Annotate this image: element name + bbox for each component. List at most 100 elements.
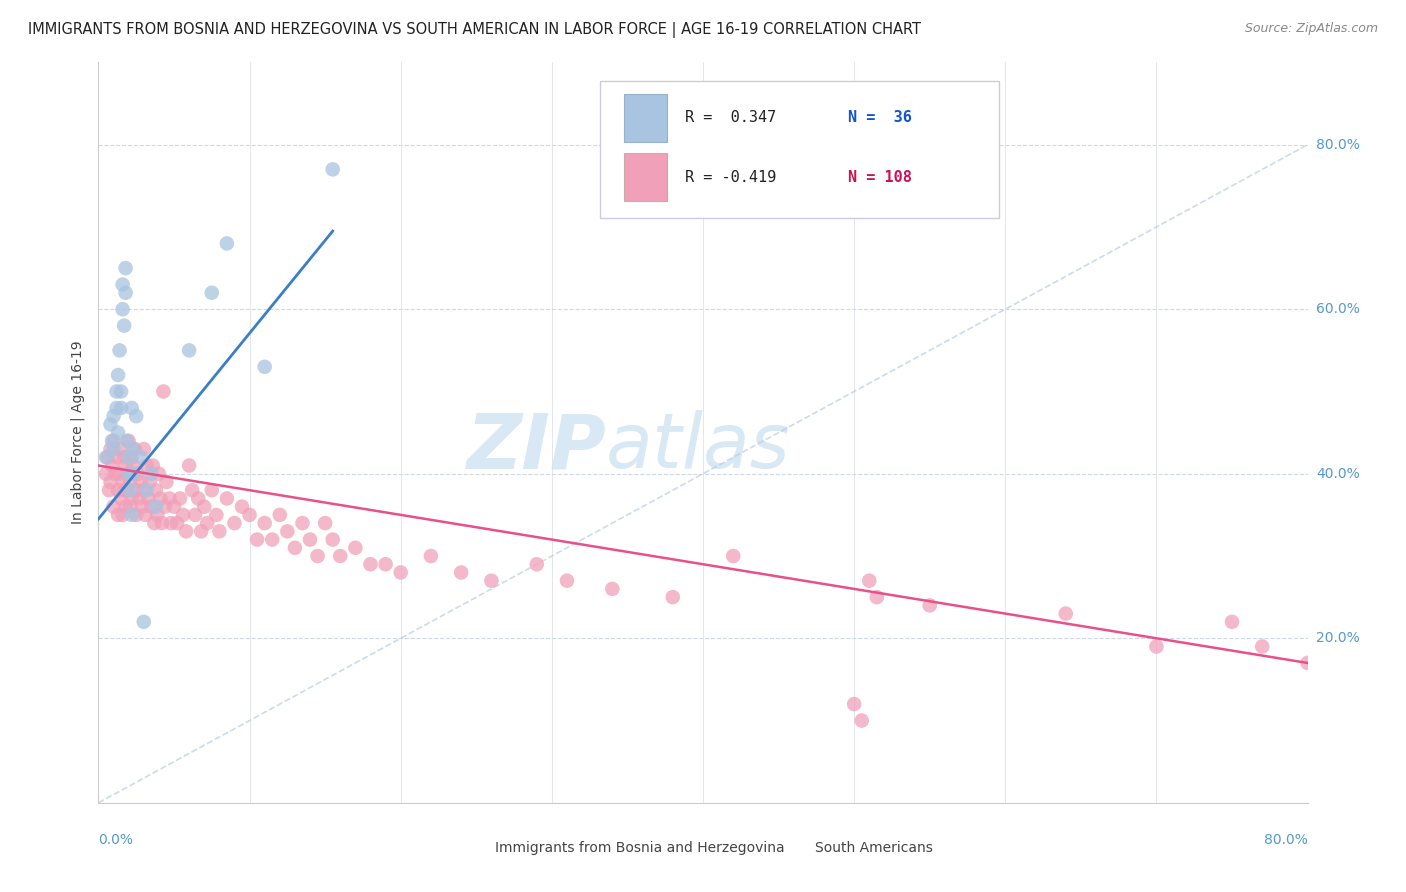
Point bbox=[145, 483, 167, 498]
Point bbox=[246, 533, 269, 547]
Point bbox=[174, 524, 197, 539]
Point bbox=[118, 450, 141, 465]
Point bbox=[1296, 656, 1319, 670]
Text: atlas: atlas bbox=[606, 410, 790, 484]
Point bbox=[107, 508, 129, 522]
Point bbox=[108, 343, 131, 358]
Point bbox=[851, 714, 873, 728]
Point bbox=[163, 500, 186, 514]
Point bbox=[103, 442, 125, 456]
Point bbox=[100, 442, 122, 456]
Point bbox=[96, 450, 118, 465]
Point bbox=[129, 450, 152, 465]
Point bbox=[105, 450, 128, 465]
Point bbox=[160, 516, 183, 530]
Point bbox=[120, 483, 142, 498]
Point bbox=[101, 458, 124, 473]
Point bbox=[149, 491, 172, 506]
Point bbox=[111, 508, 134, 522]
Text: South Americans: South Americans bbox=[815, 841, 934, 855]
Text: R =  0.347: R = 0.347 bbox=[685, 111, 776, 126]
Text: 80.0%: 80.0% bbox=[1316, 137, 1360, 152]
Point bbox=[184, 508, 207, 522]
Point bbox=[118, 434, 141, 448]
Text: 0.0%: 0.0% bbox=[98, 833, 134, 847]
Text: Immigrants from Bosnia and Herzegovina: Immigrants from Bosnia and Herzegovina bbox=[495, 841, 785, 855]
Point bbox=[307, 549, 329, 563]
Text: ZIP: ZIP bbox=[467, 410, 606, 484]
Point bbox=[94, 450, 117, 465]
Point bbox=[159, 491, 181, 506]
FancyBboxPatch shape bbox=[600, 81, 1000, 218]
Point bbox=[866, 590, 889, 604]
Point bbox=[112, 450, 135, 465]
Point bbox=[103, 409, 125, 424]
Point bbox=[115, 434, 138, 448]
Point bbox=[148, 467, 170, 481]
Point bbox=[322, 533, 344, 547]
Point bbox=[103, 434, 125, 448]
Point bbox=[1220, 615, 1243, 629]
Point bbox=[120, 500, 142, 514]
Text: R = -0.419: R = -0.419 bbox=[685, 169, 776, 185]
Point bbox=[125, 409, 148, 424]
Point bbox=[114, 500, 136, 514]
Point bbox=[114, 458, 136, 473]
Point bbox=[526, 558, 548, 572]
Point bbox=[143, 516, 166, 530]
Point bbox=[111, 302, 134, 317]
Point bbox=[152, 384, 174, 399]
FancyBboxPatch shape bbox=[461, 835, 488, 861]
Point bbox=[193, 500, 215, 514]
Point bbox=[94, 467, 117, 481]
Point bbox=[389, 566, 412, 580]
Text: Source: ZipAtlas.com: Source: ZipAtlas.com bbox=[1244, 22, 1378, 36]
Point bbox=[112, 318, 135, 333]
Point bbox=[114, 285, 136, 300]
Text: N = 108: N = 108 bbox=[848, 169, 912, 185]
Point bbox=[360, 558, 382, 572]
Point bbox=[132, 615, 155, 629]
Text: 20.0%: 20.0% bbox=[1316, 632, 1360, 645]
Point bbox=[190, 524, 212, 539]
Point bbox=[115, 483, 138, 498]
Point bbox=[269, 508, 291, 522]
Point bbox=[420, 549, 443, 563]
Point bbox=[131, 500, 153, 514]
Point bbox=[135, 483, 157, 498]
Point bbox=[139, 475, 162, 489]
Point bbox=[118, 467, 141, 481]
Point bbox=[187, 491, 209, 506]
Y-axis label: In Labor Force | Age 16-19: In Labor Force | Age 16-19 bbox=[70, 341, 86, 524]
Point bbox=[100, 475, 122, 489]
Point bbox=[145, 500, 167, 514]
Point bbox=[299, 533, 322, 547]
Point bbox=[110, 491, 132, 506]
Point bbox=[132, 442, 155, 456]
Point bbox=[205, 508, 228, 522]
Point bbox=[1144, 640, 1167, 654]
Point bbox=[314, 516, 336, 530]
Point bbox=[344, 541, 367, 555]
Point bbox=[129, 475, 152, 489]
Point bbox=[208, 524, 231, 539]
Point bbox=[661, 590, 683, 604]
Point bbox=[120, 475, 142, 489]
Point bbox=[104, 467, 127, 481]
Point bbox=[262, 533, 284, 547]
Point bbox=[253, 516, 276, 530]
Point bbox=[201, 285, 224, 300]
Point bbox=[101, 434, 124, 448]
Point bbox=[141, 467, 163, 481]
Point bbox=[112, 483, 135, 498]
Point bbox=[107, 368, 129, 382]
Text: 40.0%: 40.0% bbox=[1316, 467, 1360, 481]
Point bbox=[107, 425, 129, 440]
Point bbox=[110, 384, 132, 399]
Point bbox=[121, 491, 143, 506]
Point bbox=[121, 401, 143, 415]
Text: N =  36: N = 36 bbox=[848, 111, 912, 126]
Point bbox=[135, 458, 157, 473]
Point bbox=[136, 491, 159, 506]
FancyBboxPatch shape bbox=[782, 835, 808, 861]
